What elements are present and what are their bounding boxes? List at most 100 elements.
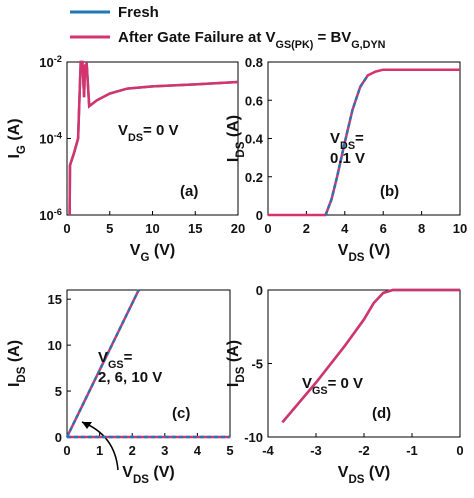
text-part: = 0 V <box>143 122 178 139</box>
y-axis-label: IDS (A) <box>225 115 247 162</box>
y-tick-label: 0 <box>256 208 263 223</box>
x-tick-label: -3 <box>310 443 322 458</box>
text-part: G <box>140 252 149 264</box>
text-part: = <box>355 130 364 147</box>
y-tick-label: 0 <box>55 430 62 445</box>
text-part: After Gate Failure at V <box>118 29 276 46</box>
annotation: VGS= 0 V <box>302 375 363 397</box>
text-part: DS <box>348 252 364 264</box>
text-part: DS <box>133 474 149 486</box>
y-tick-label: 10-4 <box>39 131 63 147</box>
plot-frame <box>66 289 231 438</box>
text-part: V <box>302 375 312 392</box>
x-axis-label: VDS (V) <box>338 242 390 264</box>
x-axis-label: VDS (V) <box>338 464 390 486</box>
series-line <box>268 68 460 217</box>
x-tick-label: -2 <box>358 443 370 458</box>
x-tick-label: 1 <box>96 443 103 458</box>
annotation: (d) <box>372 405 391 422</box>
text-part: DS <box>235 141 247 157</box>
text-part: V <box>130 242 141 259</box>
text-part: (c) <box>172 405 190 422</box>
x-tick-label: 15 <box>188 221 202 236</box>
text-part: I <box>225 383 242 387</box>
text-part: I <box>6 154 23 158</box>
text-part: (d) <box>372 405 391 422</box>
text-part: (V) <box>149 464 175 481</box>
text-part: -4 <box>54 131 63 141</box>
text-part: DS <box>340 140 355 152</box>
text-part: V <box>338 242 349 259</box>
x-tick-label: 0 <box>456 443 463 458</box>
text-part: (b) <box>380 183 399 200</box>
text-part: Fresh <box>118 4 159 21</box>
x-tick-label: 10 <box>145 221 159 236</box>
legend-label: Fresh <box>118 4 159 21</box>
y-tick-label: -5 <box>251 357 263 372</box>
text-part: 0.1 V <box>330 150 365 167</box>
text-part: V <box>330 130 340 147</box>
legend-label: After Gate Failure at VGS(PK) = BVG,DYN <box>118 29 386 51</box>
text-part: I <box>6 383 23 387</box>
x-tick-label: 3 <box>161 443 168 458</box>
y-tick-label: 0.4 <box>245 132 264 147</box>
x-tick-label: 0 <box>63 221 70 236</box>
text-part: (V) <box>364 242 390 259</box>
text-part: DS <box>128 132 143 144</box>
plot-frame <box>267 289 461 438</box>
text-part: V <box>338 464 349 481</box>
series-line <box>281 288 460 424</box>
x-tick-label: 2 <box>303 221 310 236</box>
text-part: = <box>124 349 133 366</box>
x-tick-label: 6 <box>380 221 387 236</box>
series-line <box>65 289 140 438</box>
y-axis-label: IDS (A) <box>6 340 28 387</box>
x-tick-label: 4 <box>194 443 202 458</box>
text-part: 10 <box>39 208 53 223</box>
text-part: V <box>118 122 128 139</box>
y-axis-label: IG (A) <box>6 118 28 158</box>
text-part: GS(PK) <box>276 39 314 51</box>
x-tick-label: 2 <box>129 443 136 458</box>
text-part: G <box>16 145 28 154</box>
y-tick-label: -10 <box>244 430 263 445</box>
x-tick-label: 5 <box>226 443 233 458</box>
annotation: (c) <box>172 405 190 422</box>
text-part: -6 <box>54 207 62 217</box>
text-part: (A) <box>6 340 23 367</box>
y-tick-label: 0 <box>256 283 263 298</box>
x-axis-label: VG (V) <box>130 242 175 264</box>
text-part: (V) <box>364 464 390 481</box>
text-part: V <box>98 349 108 366</box>
annotation: 0.1 V <box>330 150 365 167</box>
x-tick-label: -1 <box>406 443 418 458</box>
y-tick-label: 10-2 <box>39 54 62 70</box>
text-part: 10 <box>39 132 53 147</box>
text-part: (a) <box>180 183 198 200</box>
text-part: V <box>122 464 133 481</box>
annotation: (a) <box>180 183 198 200</box>
text-part: (A) <box>225 115 242 142</box>
x-axis-label: VDS (V) <box>122 464 174 486</box>
arrow-head <box>82 422 92 429</box>
text-part: = 0 V <box>328 375 363 392</box>
text-part: GS <box>108 359 124 371</box>
y-tick-label: 10-6 <box>39 207 62 223</box>
x-tick-label: 0 <box>63 443 70 458</box>
x-tick-label: 20 <box>231 221 245 236</box>
x-tick-label: 10 <box>453 221 467 236</box>
y-tick-label: 0.6 <box>245 93 263 108</box>
text-part: I <box>225 158 242 162</box>
y-tick-label: 10 <box>48 338 62 353</box>
annotation: VDS= 0 V <box>118 122 178 144</box>
plot-frame <box>267 61 461 216</box>
text-part: DS <box>348 474 364 486</box>
x-tick-label: -4 <box>262 443 274 458</box>
text-part: = BV <box>313 29 351 46</box>
text-part: 10 <box>39 55 53 70</box>
annotation: (b) <box>380 183 399 200</box>
text-part: DS <box>16 366 28 382</box>
y-tick-label: 0.8 <box>245 55 263 70</box>
text-part: 2, 6, 10 V <box>98 369 162 386</box>
